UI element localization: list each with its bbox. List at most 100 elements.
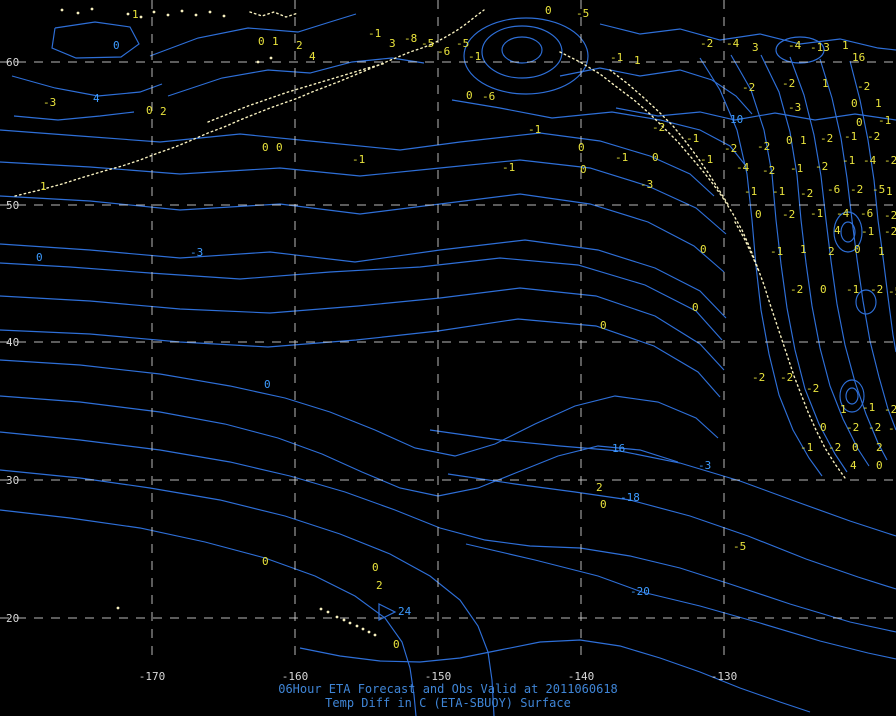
- station-value: 3: [389, 37, 396, 50]
- station-value: -2: [884, 403, 896, 416]
- station-value: -2: [724, 142, 737, 155]
- station-value: 16: [852, 51, 865, 64]
- station-value: -2: [820, 132, 833, 145]
- station-value: -2: [800, 187, 813, 200]
- station-value: -1: [615, 151, 628, 164]
- contour-value-label: 0: [36, 251, 43, 264]
- contour-line: [0, 318, 721, 398]
- island-dot: [194, 13, 198, 17]
- station-value: 0: [652, 151, 659, 164]
- latitude-label: 30: [6, 474, 19, 487]
- contour-line: [0, 395, 679, 497]
- station-value: -1: [888, 422, 896, 435]
- station-value: -1: [700, 153, 713, 166]
- map-title-block: 06Hour ETA Forecast and Obs Valid at 201…: [0, 682, 896, 710]
- island-dot: [269, 56, 273, 60]
- station-value: -2: [884, 154, 896, 167]
- contour-value-label: 24: [398, 605, 412, 618]
- station-value: 0: [700, 243, 707, 256]
- station-value: -6: [827, 183, 840, 196]
- longitude-label: -150: [425, 670, 452, 683]
- island-dot: [373, 633, 377, 637]
- station-value: -2: [742, 81, 755, 94]
- contour-line: [463, 17, 589, 95]
- station-value: -5: [456, 37, 469, 50]
- station-value: -1: [810, 207, 823, 220]
- station-value: -4: [836, 207, 850, 220]
- contour-line: [730, 54, 848, 473]
- contour-line: [840, 221, 856, 243]
- station-value: -5: [872, 183, 885, 196]
- contour-line: [481, 25, 563, 79]
- latitude-label: 20: [6, 612, 19, 625]
- station-value: -2: [870, 283, 883, 296]
- island-dot: [355, 624, 359, 628]
- station-value: -1: [861, 225, 874, 238]
- station-value: 1: [40, 180, 47, 193]
- station-value: -2: [780, 371, 793, 384]
- contour-line: [839, 379, 865, 413]
- contour-line: [0, 469, 495, 716]
- contour-line: [0, 159, 727, 235]
- coastline: [559, 51, 846, 479]
- station-value: -6: [437, 45, 450, 58]
- station-value: -4: [788, 39, 802, 52]
- longitude-label: -140: [568, 670, 595, 683]
- station-value: 0: [851, 97, 858, 110]
- station-value: 1: [800, 134, 807, 147]
- contour-line: [149, 13, 357, 57]
- contour-line: [429, 429, 896, 537]
- station-value: -6: [860, 207, 873, 220]
- contour-line: [0, 257, 723, 341]
- station-value: 0: [786, 134, 793, 147]
- island-dot: [116, 606, 120, 610]
- station-value: 1: [878, 245, 885, 258]
- contour-line: [789, 56, 888, 461]
- station-value: -1: [686, 132, 699, 145]
- station-value: -2: [884, 209, 896, 222]
- station-value: 2: [376, 579, 383, 592]
- station-value: 0: [854, 243, 861, 256]
- station-value: -1: [610, 51, 623, 64]
- contour-line: [699, 57, 823, 477]
- contour-line: [451, 99, 747, 167]
- station-value: -2: [868, 421, 881, 434]
- coastline: [207, 62, 387, 123]
- station-value: -1: [502, 161, 515, 174]
- station-value: 0: [692, 301, 699, 314]
- contour-line: [855, 289, 877, 315]
- station-value: -1: [790, 162, 803, 175]
- contour-line: [559, 67, 753, 115]
- station-value: -1: [468, 50, 481, 63]
- island-dot: [367, 630, 371, 634]
- contour-line: [599, 23, 896, 51]
- station-value: 0: [856, 116, 863, 129]
- station-value: -2: [652, 121, 665, 134]
- contour-value-label: 10: [730, 113, 743, 126]
- station-value: 1: [886, 185, 893, 198]
- station-value: 2: [828, 245, 835, 258]
- buoy-triangle-marker: [378, 603, 397, 621]
- station-value: 1: [875, 97, 882, 110]
- station-value: 4: [309, 50, 316, 63]
- island-dot: [76, 11, 80, 15]
- station-value: -2: [762, 164, 775, 177]
- station-value: -2: [815, 160, 828, 173]
- station-value: -5: [576, 7, 589, 20]
- island-dot: [126, 12, 130, 16]
- station-value: -4: [726, 37, 740, 50]
- station-value: -2: [700, 37, 713, 50]
- island-dot: [60, 8, 64, 12]
- contour-value-label: -3: [698, 459, 711, 472]
- station-value: 0: [146, 104, 153, 117]
- station-value: -5: [733, 540, 746, 553]
- station-value: -2: [790, 283, 803, 296]
- coastline: [734, 221, 760, 273]
- contour-line: [51, 21, 140, 59]
- contour-line: [501, 36, 543, 64]
- station-value: -5: [888, 285, 896, 298]
- station-value: 2: [876, 441, 883, 454]
- map-title-line2: Temp Diff in C (ETA-SBUOY) Surface: [325, 696, 571, 710]
- station-value: -1: [770, 245, 783, 258]
